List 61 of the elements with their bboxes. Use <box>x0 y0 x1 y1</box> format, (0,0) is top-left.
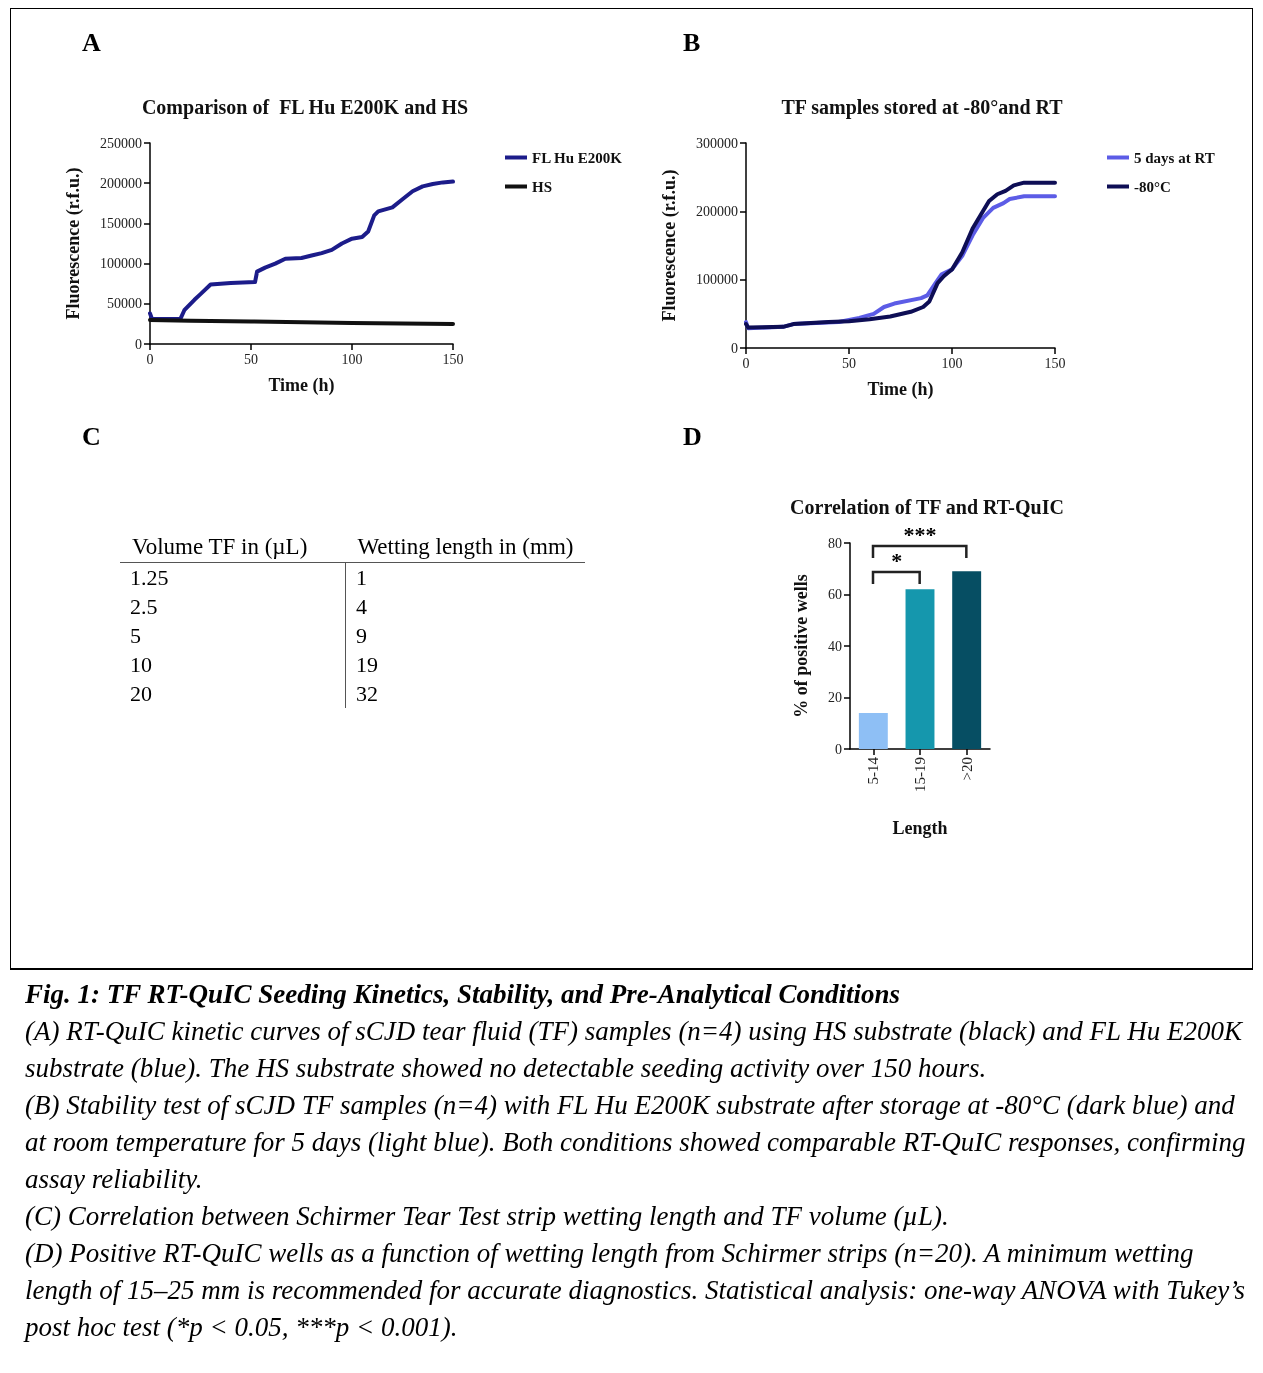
x-tick-label: 0 <box>146 351 154 367</box>
x-tick-label: >20 <box>958 757 975 781</box>
y-tick-label: 0 <box>731 340 738 356</box>
y-tick-label: 250000 <box>100 135 142 151</box>
legend-label: HS <box>532 178 553 195</box>
y-tick-label: 100000 <box>696 272 738 288</box>
category-label: 1.25 <box>120 562 346 592</box>
chart-title: Correlation of TF and RT-QuIC <box>790 496 1064 518</box>
legend-label: -80°C <box>1134 178 1171 195</box>
legend-label: FL Hu E200K <box>532 149 623 166</box>
data-label: 32 <box>355 680 379 708</box>
category-label: 5 <box>120 621 346 650</box>
text: Volume TF in (µL) <box>120 530 346 563</box>
text: (A) RT-QuIC kinetic curves of sCJD tear fluid (TF) samples (n=4) using HS substrate (black) and FL Hu E200K substrate (blue). The HS substrate showed no detectable seeding activity over 150 hours. <box>25 1015 1244 1085</box>
x-tick-label: 100 <box>341 351 363 367</box>
y-tick-label: 150000 <box>100 215 142 231</box>
text: (D) Positive RT-QuIC wells as a function of wetting length from Schirmer strips (n=20). A minimum wetting length of 15–25 mm is recommended for accurate diagnostics. Statistical analysis: one-way ANOVA with Tukey’s post hoc test (*p < 0.05, ***p < 0.001). <box>25 1237 1247 1344</box>
x-tick-label: 5-14 <box>865 756 882 785</box>
x-axis-title: Length <box>892 818 948 838</box>
category-label: 10 <box>120 650 346 679</box>
x-tick-label: 15-19 <box>912 757 928 792</box>
x-tick-label: 150 <box>442 351 464 367</box>
y-tick-label: 40 <box>828 638 842 654</box>
x-axis-title: Time (h) <box>268 375 335 396</box>
text: A <box>82 28 101 58</box>
text: (B) Stability test of sCJD TF samples (n=4) with FL Hu E200K substrate after storage at -80°C (dark blue) and at room temperature for 5 days (light blue). Both conditions showed comparable RT-QuIC responses, confirming assay reliability. <box>25 1089 1247 1196</box>
y-tick-label: 0 <box>835 741 842 757</box>
y-tick-label: 60 <box>828 587 842 602</box>
chart-title: TF samples stored at -80°and RT <box>781 96 1064 119</box>
legend-label: 5 days at RT <box>1134 149 1215 166</box>
text: D <box>683 422 702 452</box>
x-axis-title: Time (h) <box>867 379 934 400</box>
x-tick-label: 150 <box>1044 355 1066 371</box>
y-tick-label: 20 <box>828 690 842 705</box>
data-label: 19 <box>355 651 379 679</box>
y-axis-title: Fluorescence (r.f.u.) <box>63 167 84 320</box>
text: C <box>82 422 101 452</box>
text: B <box>683 28 701 58</box>
category-label: 2.5 <box>120 592 346 621</box>
data-label: 4 <box>355 593 368 621</box>
x-tick-label: 100 <box>941 355 963 371</box>
annotation: * <box>890 547 904 573</box>
y-axis-title: Fluorescence (r.f.u.) <box>659 169 680 322</box>
data-label: 9 <box>355 622 368 650</box>
y-tick-label: 200000 <box>696 203 738 219</box>
y-tick-label: 80 <box>828 535 842 551</box>
y-tick-label: 200000 <box>100 175 142 191</box>
text: (C) Correlation between Schirmer Tear Test strip wetting length and TF volume (µL). <box>25 1200 950 1233</box>
y-tick-label: 100000 <box>100 256 142 272</box>
y-axis-title: % of positive wells <box>791 574 811 718</box>
y-tick-label: 300000 <box>696 135 738 151</box>
y-tick-label: 50000 <box>107 296 142 312</box>
x-tick-label: 0 <box>742 355 750 371</box>
x-tick-label: 50 <box>244 351 258 367</box>
y-tick-label: 0 <box>135 336 142 352</box>
caption: Fig. 1: TF RT-QuIC Seeding Kinetics, Stability, and Pre-Analytical Conditions <box>25 978 902 1011</box>
data-label: 1 <box>355 564 368 592</box>
chart-title: Comparison of FL Hu E200K and HS <box>141 96 469 119</box>
x-tick-label: 50 <box>842 355 856 371</box>
text: Wetting length in (mm) <box>345 530 586 563</box>
annotation: *** <box>902 522 938 548</box>
